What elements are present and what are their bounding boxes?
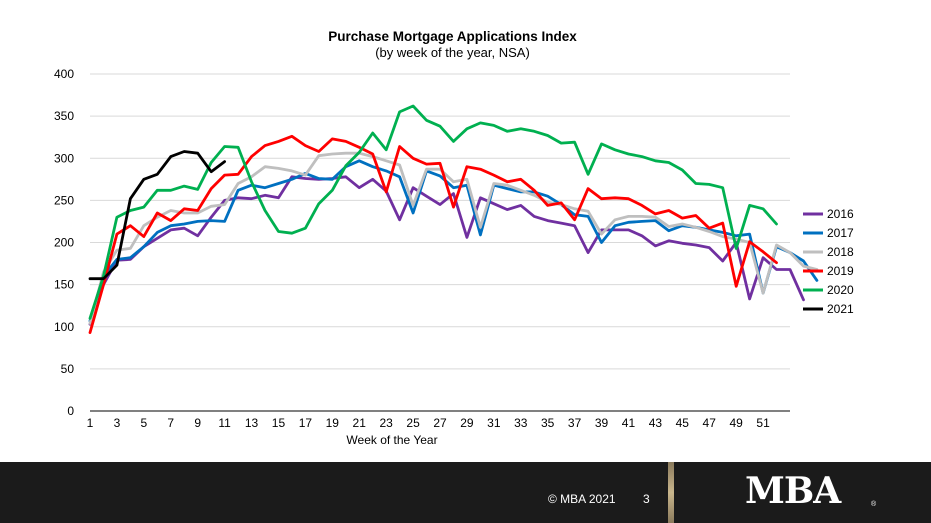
page-number: 3	[643, 492, 650, 506]
x-tick-label: 39	[595, 416, 609, 430]
series-line-2018	[88, 151, 819, 325]
x-tick-label: 5	[141, 416, 148, 430]
legend-label-2021: 2021	[827, 302, 854, 316]
y-tick-label: 0	[67, 404, 74, 418]
chart-title: Purchase Mortgage Applications Index	[328, 29, 577, 44]
x-tick-label: 17	[299, 416, 313, 430]
x-tick-label: 15	[272, 416, 286, 430]
y-tick-label: 150	[54, 278, 74, 292]
x-tick-label: 9	[194, 416, 201, 430]
x-tick-label: 43	[649, 416, 663, 430]
series-line-2016	[88, 175, 805, 326]
series-line-2021	[88, 150, 227, 281]
y-tick-label: 400	[54, 67, 74, 81]
x-tick-label: 19	[326, 416, 340, 430]
footer-bar	[0, 462, 931, 523]
x-tick-label: 33	[514, 416, 528, 430]
x-tick-label: 41	[622, 416, 636, 430]
x-tick-label: 25	[406, 416, 420, 430]
x-tick-label: 1	[87, 416, 94, 430]
x-tick-label: 27	[433, 416, 447, 430]
x-tick-label: 13	[245, 416, 259, 430]
x-tick-label: 45	[676, 416, 690, 430]
y-tick-label: 250	[54, 193, 74, 207]
y-tick-label: 350	[54, 109, 74, 123]
x-tick-label: 23	[379, 416, 393, 430]
x-tick-label: 7	[167, 416, 174, 430]
y-tick-label: 100	[54, 320, 74, 334]
x-tick-label: 29	[460, 416, 474, 430]
x-tick-label: 47	[703, 416, 717, 430]
x-tick-label: 51	[756, 416, 770, 430]
x-axis-title: Week of the Year	[346, 433, 437, 447]
legend-label-2020: 2020	[827, 283, 854, 297]
series-line-2020	[88, 104, 778, 320]
y-tick-label: 300	[54, 151, 74, 165]
y-tick-label: 50	[61, 362, 75, 376]
x-tick-label: 21	[353, 416, 367, 430]
legend-label-2017: 2017	[827, 226, 854, 240]
registered-mark: ®	[871, 501, 877, 508]
legend-label-2018: 2018	[827, 245, 854, 259]
x-tick-label: 49	[729, 416, 743, 430]
y-tick-label: 200	[54, 236, 74, 250]
legend-label-2016: 2016	[827, 207, 854, 221]
x-tick-label: 37	[568, 416, 582, 430]
x-tick-label: 3	[114, 416, 121, 430]
series-line-2019	[88, 134, 778, 335]
chart-subtitle: (by week of the year, NSA)	[375, 45, 530, 60]
mba-logo: MBA	[745, 470, 841, 512]
copyright-text: © MBA 2021	[548, 492, 616, 506]
x-tick-label: 11	[218, 416, 231, 430]
footer-accent-stripe	[668, 462, 674, 523]
x-tick-label: 31	[487, 416, 501, 430]
x-tick-label: 35	[541, 416, 555, 430]
legend-label-2019: 2019	[827, 264, 854, 278]
